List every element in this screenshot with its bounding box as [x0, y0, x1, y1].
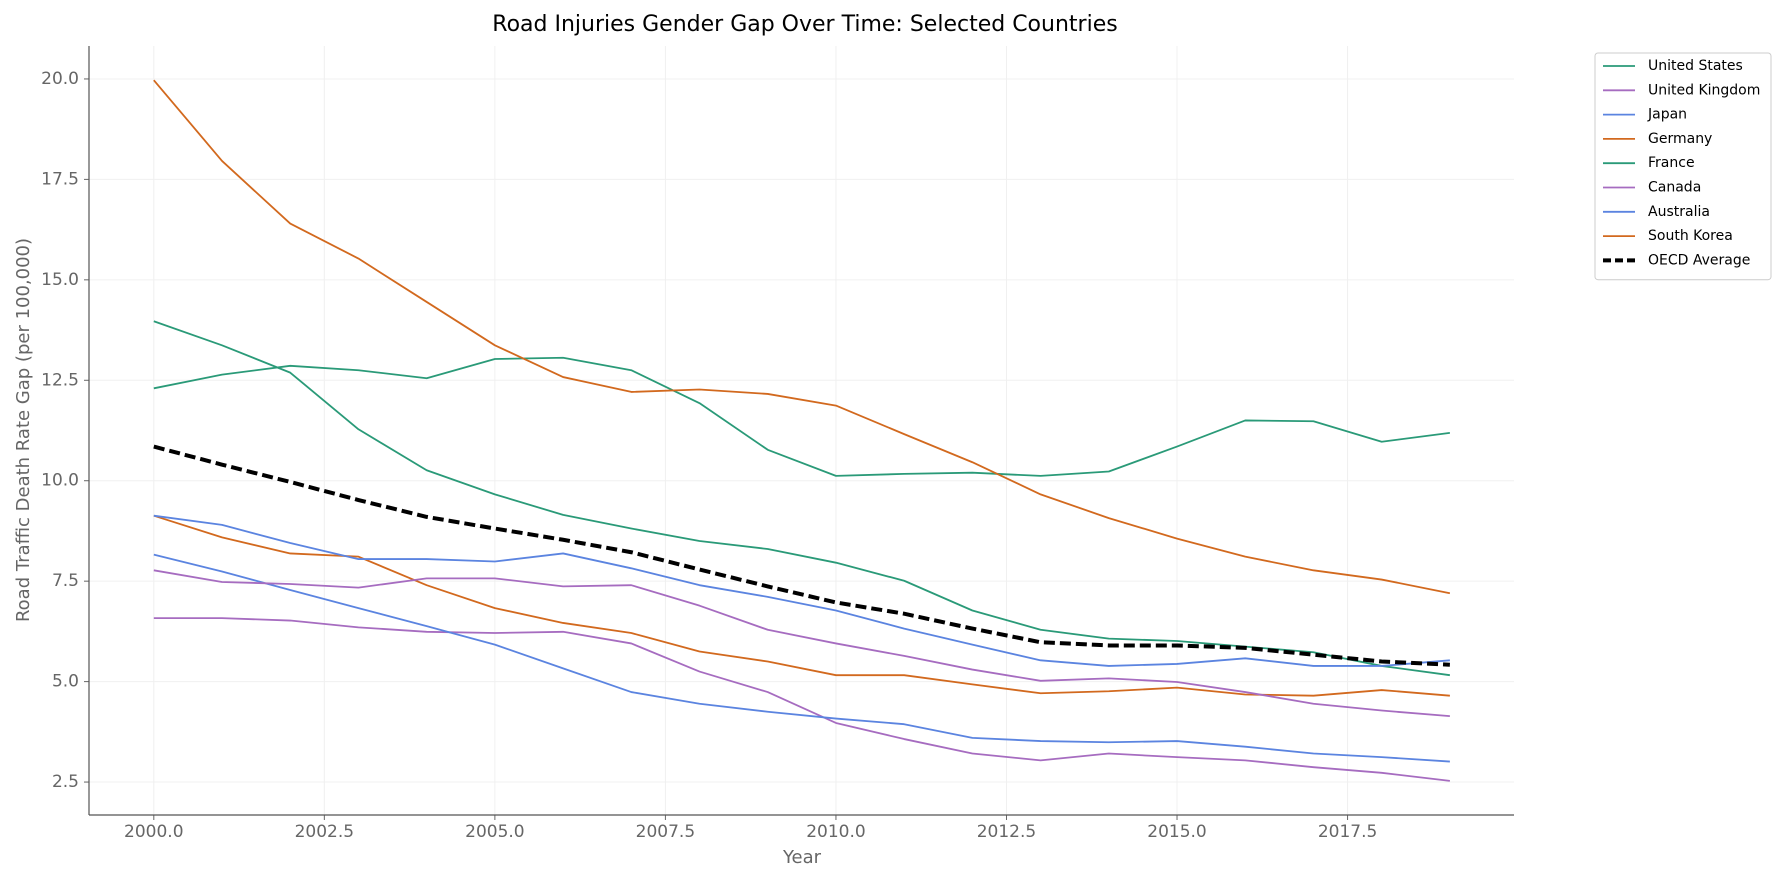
- y-tick-label: 2.5: [52, 772, 79, 792]
- series-line: [153, 444, 1450, 667]
- y-tick-label: 10.0: [41, 471, 79, 491]
- chart-title: Road Injuries Gender Gap Over Time: Sele…: [492, 12, 1117, 37]
- legend-label: Australia: [1648, 204, 1710, 220]
- y-tick-label: 20.0: [41, 69, 79, 89]
- series-line: [153, 320, 1451, 677]
- x-tick-label: 2002.5: [295, 822, 354, 842]
- y-tick-label: 15.0: [41, 270, 79, 290]
- legend-label: Canada: [1648, 180, 1701, 196]
- y-tick-label: 17.5: [41, 169, 79, 189]
- x-tick-label: 2012.5: [977, 822, 1036, 842]
- x-tick-label: 2005.0: [465, 822, 524, 842]
- series-line: [153, 617, 1450, 782]
- series-line: [153, 356, 1450, 477]
- series-line: [153, 514, 1450, 667]
- x-tick-label: 2017.5: [1318, 822, 1377, 842]
- x-axis-label: Year: [782, 847, 822, 868]
- legend-label: United States: [1648, 58, 1743, 74]
- series-line: [153, 553, 1450, 763]
- y-axis-label: Road Traffic Death Rate Gap (per 100,000…: [13, 238, 34, 622]
- legend-label: OECD Average: [1648, 252, 1750, 268]
- legend-label: United Kingdom: [1648, 82, 1760, 98]
- series-line: [153, 79, 1451, 595]
- x-tick-label: 2007.5: [636, 822, 695, 842]
- y-tick-label: 5.0: [52, 672, 79, 692]
- legend-label: Germany: [1648, 131, 1712, 147]
- y-tick-label: 7.5: [52, 571, 79, 591]
- x-tick-label: 2010.0: [806, 822, 865, 842]
- x-tick-label: 2015.0: [1147, 822, 1206, 842]
- series-line: [153, 569, 1450, 718]
- legend-label: Japan: [1647, 107, 1687, 123]
- legend-label: France: [1648, 155, 1695, 171]
- y-tick-label: 12.5: [41, 370, 79, 390]
- legend-label: South Korea: [1648, 228, 1733, 244]
- legend-box: [1594, 52, 1772, 281]
- series-line: [153, 514, 1450, 697]
- x-tick-label: 2000.0: [124, 822, 183, 842]
